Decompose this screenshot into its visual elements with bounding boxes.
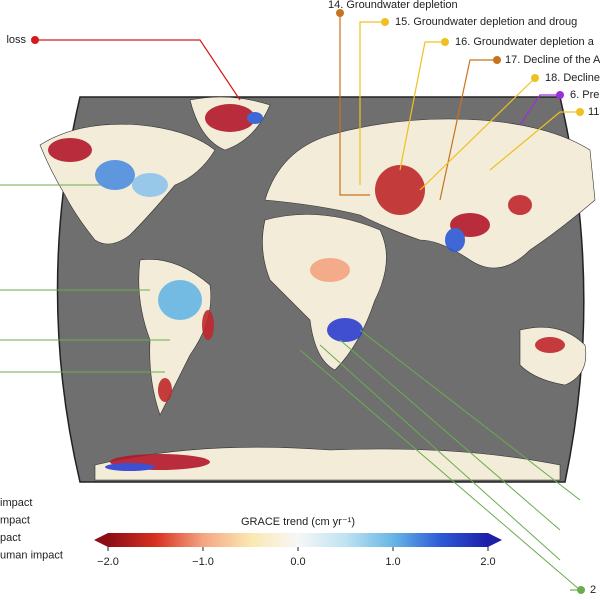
callout-dot (577, 586, 585, 594)
callout-label: 16. Groundwater depletion a (455, 36, 595, 48)
leader-line (419, 77, 536, 191)
callouts: loss 14. Groundwater depletion 15. Groundw… (6, 0, 600, 596)
legend-label: uman impact (0, 549, 63, 561)
leader-line (399, 41, 445, 171)
trend-blob (327, 318, 363, 342)
callout-label: loss (6, 34, 26, 46)
legend-label: impact (0, 497, 32, 509)
leader-line (299, 349, 581, 591)
trend-blob (375, 165, 425, 215)
legend-label: mpact (0, 514, 30, 526)
leader-line (519, 94, 560, 126)
trend-blob (247, 112, 263, 124)
colorbar-tick-label: 1.0 (385, 556, 400, 568)
colorbar-bar (108, 533, 488, 547)
leader-line (359, 329, 581, 501)
callout-label: 6. Pre (570, 89, 599, 101)
trend-blobs (48, 104, 565, 471)
callout-label: 11 (588, 106, 599, 118)
legend: impact mpact pact uman impact (0, 497, 63, 562)
colorbar: GRACE trend (cm yr⁻¹) −2.0 −1.0 0.0 1.0 2.0 (94, 516, 502, 568)
colorbar-tick-label: −2.0 (97, 556, 119, 568)
colorbar-extend-low (94, 533, 108, 547)
colorbar-title: GRACE trend (cm yr⁻¹) (241, 516, 355, 528)
leader-lines (0, 184, 581, 591)
callout-dot (531, 74, 539, 82)
trend-blob (310, 258, 350, 282)
callout-dot (441, 38, 449, 46)
leader-line (339, 339, 561, 531)
leader-line (359, 21, 385, 185)
callout-dot (336, 9, 344, 17)
leader-line (35, 39, 241, 101)
trend-blob (158, 280, 202, 320)
callout-dot (556, 91, 564, 99)
leader-line (439, 59, 497, 201)
colorbar-tick-label: −1.0 (192, 556, 214, 568)
colorbar-tick-label: 2.0 (480, 556, 495, 568)
callout-label: 14. Groundwater depletion (328, 0, 458, 11)
callout-label: 15. Groundwater depletion and droug (395, 16, 577, 28)
trend-blob (95, 160, 135, 190)
leader-line (339, 13, 370, 196)
callout-label: 17. Decline of the A (505, 54, 600, 66)
trend-blob (205, 104, 255, 132)
trend-blob (508, 195, 532, 215)
trend-blob (202, 310, 214, 340)
colorbar-tick-label: 0.0 (290, 556, 305, 568)
eurasia (264, 118, 596, 269)
callout-dot (576, 108, 584, 116)
callout-dot (31, 36, 39, 44)
trend-blob (535, 337, 565, 353)
trend-blob (158, 378, 172, 402)
leader-line (489, 111, 580, 171)
trend-blob (105, 463, 155, 471)
callout-label: 2 (590, 584, 596, 596)
trend-blob (132, 173, 168, 197)
callout-dot (381, 18, 389, 26)
map (39, 96, 596, 483)
callout-dot (493, 56, 501, 64)
trend-blob (445, 228, 465, 252)
leader-line (319, 344, 561, 561)
legend-label: pact (0, 532, 21, 544)
colorbar-extend-high (488, 533, 502, 547)
trend-blob (48, 138, 92, 162)
callout-label: 18. Decline (545, 72, 600, 84)
